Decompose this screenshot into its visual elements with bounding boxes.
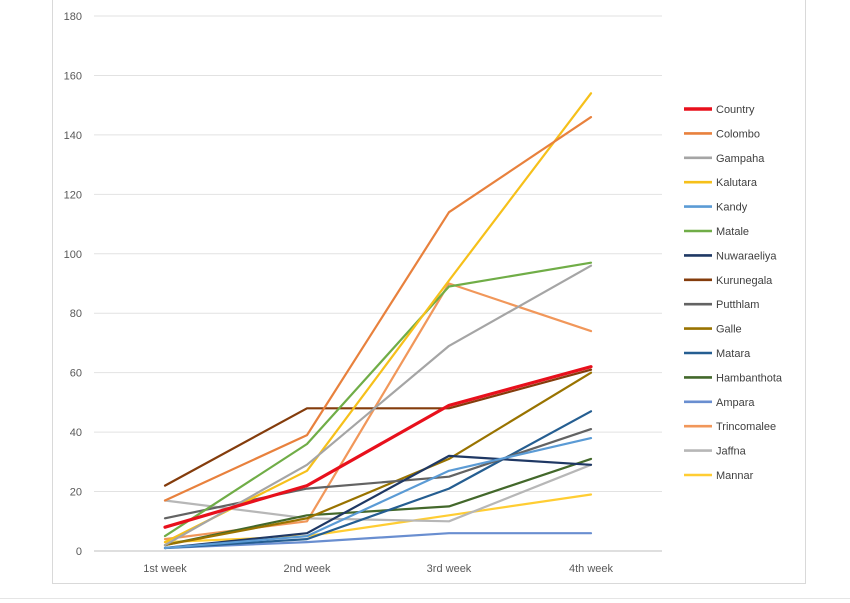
series-line-mannar [163, 493, 593, 544]
x-tick-label: 2nd week [283, 563, 331, 575]
legend-label: Putthlam [716, 299, 759, 311]
y-tick-label: 160 [64, 70, 82, 82]
y-tick-label: 80 [70, 308, 82, 320]
x-tick-label: 4th week [569, 563, 614, 575]
y-tick-label: 100 [64, 249, 82, 261]
legend-label: Jaffna [716, 446, 747, 458]
series-line-matara [163, 410, 593, 550]
grid-lines [94, 15, 662, 552]
legend-label: Ampara [716, 397, 755, 409]
legend-label: Matara [716, 348, 751, 360]
series-line-matale [163, 261, 593, 538]
series-line-hambanthota [163, 457, 593, 547]
legend-label: Hambanthota [716, 372, 783, 384]
legend-label: Kalutara [716, 177, 758, 189]
y-tick-label: 180 [64, 11, 82, 23]
y-tick-label: 140 [64, 130, 82, 142]
legend-label: Country [716, 104, 755, 116]
legend-label: Gampaha [716, 153, 765, 165]
series-line-ampara [163, 532, 593, 550]
legend-label: Matale [716, 226, 749, 238]
bottom-rule [0, 598, 850, 599]
y-tick-label: 40 [70, 427, 82, 439]
series-lines [163, 92, 593, 550]
series-line-jaffna [163, 463, 593, 523]
y-tick-label: 60 [70, 368, 82, 380]
x-tick-label: 3rd week [427, 563, 472, 575]
series-line-country [163, 365, 593, 529]
series-line-galle [163, 371, 593, 547]
legend-label: Kandy [716, 202, 748, 214]
legend-label: Nuwaraeliya [716, 250, 777, 262]
series-line-kurunegala [163, 368, 593, 487]
legend-label: Galle [716, 324, 742, 336]
series-line-nuwaraeliya [163, 454, 593, 550]
legend-label: Mannar [716, 470, 754, 482]
x-tick-label: 1st week [143, 563, 187, 575]
series-line-putthlam [163, 428, 593, 520]
y-tick-label: 120 [64, 189, 82, 201]
y-tick-label: 20 [70, 487, 82, 499]
y-axis-ticks: 0 20 40 60 80 100 120 140 160 180 [64, 11, 82, 558]
legend-label: Trincomalee [716, 421, 776, 433]
legend-label: Kurunegala [716, 275, 773, 287]
legend: Country Colombo Gampaha Kalutara Kandy Matale… [684, 104, 783, 482]
series-line-kandy [163, 437, 593, 550]
x-axis-ticks: 1st week 2nd week 3rd week 4th week [143, 563, 613, 575]
y-tick-label: 0 [76, 546, 82, 558]
legend-label: Colombo [716, 128, 760, 140]
chart-frame [52, 0, 806, 584]
series-line-colombo [163, 115, 593, 502]
